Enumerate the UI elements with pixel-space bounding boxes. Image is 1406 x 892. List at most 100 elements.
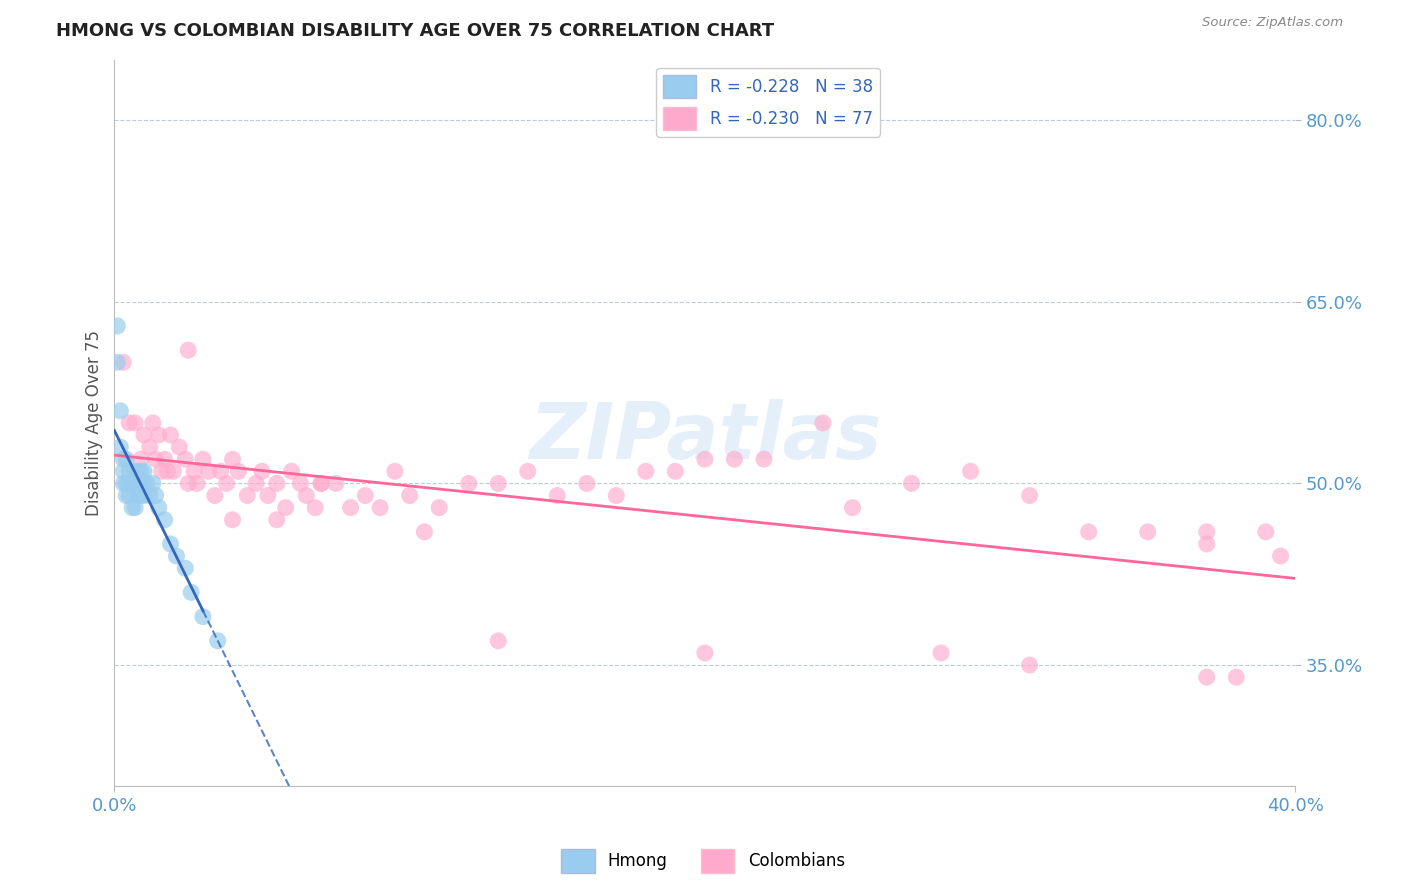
Point [118, 416, 141, 430]
Point [159, 428, 181, 442]
Point [811, 416, 834, 430]
Point [1077, 524, 1099, 539]
Point [250, 464, 273, 478]
Point [354, 489, 377, 503]
Text: HMONG VS COLOMBIAN DISABILITY AGE OVER 75 CORRELATION CHART: HMONG VS COLOMBIAN DISABILITY AGE OVER 7… [56, 22, 775, 40]
Point [118, 464, 141, 478]
Point [153, 513, 176, 527]
Point [221, 452, 243, 467]
Point [929, 646, 952, 660]
Point [191, 452, 214, 467]
Point [112, 476, 135, 491]
Point [150, 464, 173, 478]
Point [121, 500, 143, 515]
Point [245, 476, 267, 491]
Point [1270, 549, 1292, 563]
Point [124, 500, 146, 515]
Point [1195, 537, 1218, 551]
Point [153, 452, 176, 467]
Point [236, 489, 259, 503]
Point [169, 440, 191, 454]
Point [575, 476, 598, 491]
Point [959, 464, 981, 478]
Point [110, 440, 132, 454]
Point [145, 452, 167, 467]
Point [115, 476, 138, 491]
Point [1018, 658, 1040, 673]
Point [132, 476, 155, 491]
Point [1195, 670, 1218, 684]
Point [280, 464, 302, 478]
Point [368, 500, 391, 515]
Point [198, 464, 221, 478]
Point [290, 476, 312, 491]
Point [309, 476, 332, 491]
Point [174, 561, 197, 575]
Point [427, 500, 450, 515]
Point [165, 549, 187, 563]
Point [148, 500, 170, 515]
Point [295, 489, 318, 503]
Point [135, 476, 157, 491]
Point [215, 476, 238, 491]
Point [127, 464, 149, 478]
Point [139, 440, 162, 454]
Point [221, 513, 243, 527]
Point [304, 500, 326, 515]
Point [752, 452, 775, 467]
Point [129, 476, 152, 491]
Point [207, 633, 229, 648]
Point [174, 452, 197, 467]
Point [183, 464, 205, 478]
Point [112, 355, 135, 369]
Point [118, 489, 141, 503]
Point [274, 500, 297, 515]
Point [124, 476, 146, 491]
Point [209, 464, 232, 478]
Point [1018, 489, 1040, 503]
Point [325, 476, 347, 491]
Point [132, 428, 155, 442]
Point [148, 428, 170, 442]
Point [180, 585, 202, 599]
Point [413, 524, 436, 539]
Point [516, 464, 538, 478]
Point [115, 452, 138, 467]
Point [132, 489, 155, 503]
Point [486, 476, 509, 491]
Point [723, 452, 745, 467]
Point [115, 489, 138, 503]
Point [228, 464, 250, 478]
Legend: R = -0.228   N = 38, R = -0.230   N = 77: R = -0.228 N = 38, R = -0.230 N = 77 [657, 68, 880, 136]
Point [105, 318, 128, 333]
Point [112, 452, 135, 467]
Point [129, 452, 152, 467]
Point [693, 646, 716, 660]
Point [1225, 670, 1247, 684]
Point [121, 476, 143, 491]
Point [124, 416, 146, 430]
Point [1254, 524, 1277, 539]
Point [1195, 524, 1218, 539]
Point [129, 489, 152, 503]
Point [605, 489, 627, 503]
Point [841, 500, 863, 515]
Point [159, 537, 181, 551]
Text: ZIPatlas: ZIPatlas [529, 400, 882, 475]
Point [398, 489, 420, 503]
Point [309, 476, 332, 491]
Y-axis label: Disability Age Over 75: Disability Age Over 75 [86, 330, 103, 516]
Point [384, 464, 406, 478]
Point [266, 476, 288, 491]
Point [105, 355, 128, 369]
Point [112, 464, 135, 478]
Point [156, 464, 179, 478]
Point [177, 476, 200, 491]
Point [693, 452, 716, 467]
Point [142, 476, 165, 491]
Point [1136, 524, 1159, 539]
Point [457, 476, 479, 491]
Point [900, 476, 922, 491]
Point [145, 489, 167, 503]
Point [664, 464, 686, 478]
